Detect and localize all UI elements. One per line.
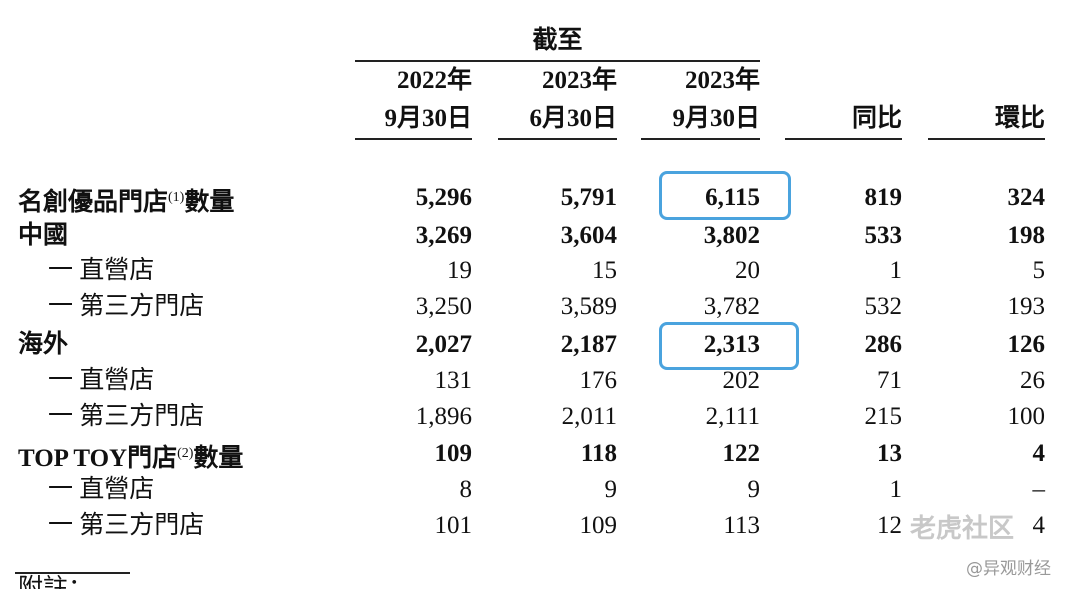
cell: 1	[889, 257, 903, 284]
cell: 118	[580, 440, 617, 467]
column-header: 同比	[851, 105, 902, 132]
column-header: 2022年	[396, 67, 472, 94]
rule	[928, 138, 1045, 140]
cell: 324	[1007, 184, 1046, 211]
label-text: TOP TOY門店	[18, 445, 178, 472]
cell: 3,269	[415, 222, 472, 249]
label-suffix: 數量	[193, 445, 244, 472]
cell: 3,604	[560, 222, 617, 249]
rule	[355, 138, 472, 140]
cell: 198	[1007, 222, 1046, 249]
cell: 532	[864, 293, 903, 320]
cell: 131	[434, 367, 473, 394]
rule	[785, 138, 902, 140]
cell: 1,896	[415, 403, 472, 430]
footnote-mark: (2)	[177, 446, 194, 461]
cell: 15	[592, 257, 617, 284]
row-label: 名創優品門店(1)數量	[18, 183, 234, 218]
cell: 19	[447, 257, 472, 284]
cell: 4	[1032, 512, 1046, 539]
cell: 20	[735, 257, 760, 284]
column-header: 9月30日	[672, 105, 760, 132]
cell: 1	[889, 476, 903, 503]
cell: 9	[747, 476, 761, 503]
label-text: 一 第三方門店	[48, 403, 205, 430]
cell: 3,589	[560, 293, 617, 320]
label-text: 海外	[18, 331, 69, 358]
cell: 2,187	[560, 331, 617, 358]
column-header: 2023年	[541, 67, 617, 94]
rule	[15, 572, 130, 574]
label-text: 一 直營店	[48, 257, 155, 284]
cell: 176	[579, 367, 618, 394]
label-suffix: 數量	[184, 189, 235, 216]
column-header: 6月30日	[529, 105, 617, 132]
highlight-box	[659, 171, 791, 220]
cell: 2,027	[415, 331, 472, 358]
group-header: 截至	[532, 27, 583, 54]
cell: 533	[864, 222, 903, 249]
row-label: 海外	[18, 330, 68, 360]
label-text: 一 直營店	[48, 476, 155, 503]
cell: 109	[434, 440, 473, 467]
cell: 100	[1007, 403, 1046, 430]
highlight-box	[659, 322, 799, 370]
cell: 122	[722, 440, 761, 467]
column-header: 9月30日	[384, 105, 472, 132]
cell: 71	[877, 367, 902, 394]
label-text: 名創優品門店	[18, 189, 169, 216]
label-text: 一 第三方門店	[48, 293, 205, 320]
cell: 9	[604, 476, 618, 503]
cell: 113	[723, 512, 760, 539]
cell: 215	[864, 403, 903, 430]
cell: 12	[877, 512, 902, 539]
cell: 286	[864, 331, 903, 358]
cell: 101	[434, 512, 473, 539]
row-label: 中國	[18, 221, 68, 251]
cell: 8	[459, 476, 473, 503]
row-label: 一 直營店	[48, 475, 154, 505]
row-label: 一 第三方門店	[48, 402, 204, 432]
cell: 5,296	[415, 184, 472, 211]
cell: 3,250	[415, 293, 472, 320]
rule	[498, 138, 617, 140]
cell: 5	[1032, 257, 1046, 284]
cell: 13	[877, 440, 902, 467]
label-text: 一 第三方門店	[48, 512, 205, 539]
row-label: 一 第三方門店	[48, 292, 204, 322]
cell: 109	[579, 512, 618, 539]
cell: 126	[1007, 331, 1046, 358]
cell: 2,011	[561, 403, 617, 430]
cell: 3,802	[703, 222, 760, 249]
cell: 202	[722, 367, 761, 394]
watermark: 老虎社区	[910, 514, 1015, 544]
cell: 3,782	[703, 293, 760, 320]
row-label: 一 第三方門店	[48, 511, 204, 541]
row-label: 一 直營店	[48, 366, 154, 396]
footnote-mark: (1)	[168, 190, 185, 205]
row-label: TOP TOY門店(2)數量	[18, 439, 243, 474]
cell: 6,115	[705, 184, 760, 211]
rule	[355, 60, 760, 62]
cell: 4	[1032, 440, 1046, 467]
rule	[641, 138, 760, 140]
column-header: 環比	[994, 105, 1045, 132]
cell: 2,313	[703, 331, 760, 358]
column-header: 2023年	[684, 67, 760, 94]
watermark: @异观财经	[966, 559, 1051, 579]
row-label: 一 直營店	[48, 256, 154, 286]
label-text: 一 直營店	[48, 367, 155, 394]
cell: 819	[864, 184, 903, 211]
footer-note: 附註：	[18, 575, 94, 589]
label-text: 中國	[18, 222, 69, 249]
cell: –	[1032, 476, 1046, 503]
cell: 5,791	[560, 184, 617, 211]
cell: 193	[1007, 293, 1046, 320]
cell: 26	[1020, 367, 1045, 394]
cell: 2,111	[705, 403, 760, 430]
